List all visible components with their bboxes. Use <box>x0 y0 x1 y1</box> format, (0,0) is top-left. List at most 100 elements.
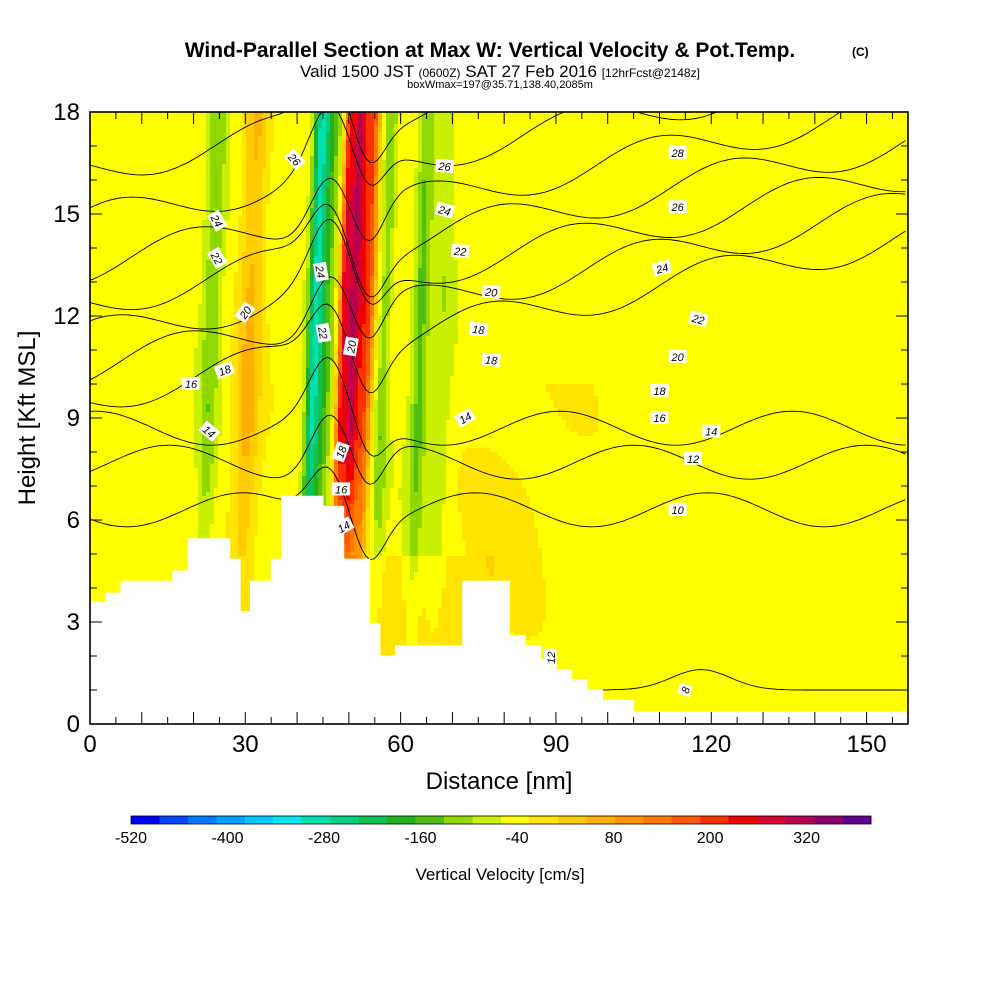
velocity-cell <box>194 172 199 177</box>
velocity-cell <box>178 168 183 173</box>
velocity-cell <box>302 192 307 197</box>
velocity-cell <box>606 140 611 145</box>
velocity-cell <box>586 164 591 169</box>
velocity-cell <box>158 208 163 213</box>
velocity-cell <box>210 132 215 137</box>
velocity-cell <box>454 120 459 125</box>
velocity-cell <box>254 156 259 161</box>
velocity-cell <box>782 132 787 137</box>
velocity-cell <box>110 172 115 177</box>
velocity-cell <box>142 116 147 121</box>
velocity-cell <box>734 132 739 137</box>
velocity-cell <box>294 204 299 209</box>
velocity-cell <box>806 148 811 153</box>
velocity-cell <box>750 196 755 201</box>
velocity-cell <box>658 180 663 185</box>
velocity-cell <box>642 116 647 121</box>
velocity-cell <box>830 152 835 157</box>
velocity-cell <box>558 160 563 165</box>
velocity-cell <box>630 184 635 189</box>
velocity-cell <box>626 132 631 137</box>
velocity-cell <box>138 140 143 145</box>
velocity-cell <box>246 172 251 177</box>
velocity-cell <box>322 188 327 193</box>
velocity-cell <box>686 128 691 133</box>
velocity-cell <box>710 156 715 161</box>
velocity-cell <box>586 120 591 125</box>
velocity-cell <box>818 180 823 185</box>
velocity-cell <box>250 168 255 173</box>
velocity-cell <box>798 116 803 121</box>
velocity-cell <box>406 172 411 177</box>
velocity-cell <box>194 144 199 149</box>
velocity-cell <box>174 144 179 149</box>
velocity-cell <box>646 124 651 129</box>
velocity-cell <box>890 196 895 201</box>
velocity-cell <box>210 200 215 205</box>
velocity-cell <box>470 116 475 121</box>
velocity-cell <box>850 188 855 193</box>
velocity-cell <box>198 188 203 193</box>
velocity-cell <box>830 136 835 141</box>
velocity-cell <box>550 172 555 177</box>
velocity-cell <box>846 116 851 121</box>
velocity-cell <box>786 156 791 161</box>
velocity-cell <box>838 188 843 193</box>
velocity-cell <box>546 124 551 129</box>
velocity-cell <box>422 168 427 173</box>
velocity-cell <box>666 196 671 201</box>
velocity-cell <box>158 128 163 133</box>
velocity-cell <box>530 172 535 177</box>
velocity-cell <box>778 192 783 197</box>
velocity-cell <box>254 172 259 177</box>
velocity-cell <box>590 124 595 129</box>
velocity-cell <box>750 140 755 145</box>
velocity-cell <box>534 152 539 157</box>
velocity-cell <box>138 136 143 141</box>
velocity-cell <box>794 120 799 125</box>
velocity-cell <box>522 120 527 125</box>
velocity-cell <box>366 192 371 197</box>
velocity-cell <box>654 168 659 173</box>
velocity-cell <box>390 180 395 185</box>
velocity-cell <box>302 184 307 189</box>
velocity-cell <box>742 124 747 129</box>
velocity-cell <box>106 116 111 121</box>
velocity-cell <box>406 204 411 209</box>
velocity-cell <box>566 152 571 157</box>
velocity-cell <box>138 184 143 189</box>
velocity-cell <box>166 124 171 129</box>
velocity-cell <box>794 140 799 145</box>
velocity-cell <box>442 196 447 201</box>
velocity-cell <box>286 144 291 149</box>
velocity-cell <box>830 164 835 169</box>
velocity-cell <box>546 132 551 137</box>
velocity-cell <box>374 168 379 173</box>
velocity-cell <box>402 140 407 145</box>
velocity-cell <box>478 168 483 173</box>
velocity-cell <box>774 168 779 173</box>
velocity-cell <box>638 160 643 165</box>
velocity-cell <box>446 136 451 141</box>
velocity-cell <box>302 120 307 125</box>
velocity-cell <box>782 124 787 129</box>
velocity-cell <box>178 116 183 121</box>
velocity-cell <box>750 124 755 129</box>
velocity-cell <box>522 156 527 161</box>
velocity-cell <box>734 140 739 145</box>
velocity-cell <box>602 132 607 137</box>
velocity-cell <box>378 120 383 125</box>
velocity-cell <box>250 144 255 149</box>
velocity-cell <box>310 120 315 125</box>
velocity-cell <box>778 200 783 205</box>
velocity-cell <box>566 184 571 189</box>
velocity-cell <box>506 152 511 157</box>
velocity-cell <box>170 180 175 185</box>
velocity-cell <box>762 168 767 173</box>
velocity-cell <box>486 168 491 173</box>
velocity-cell <box>646 164 651 169</box>
velocity-cell <box>406 168 411 173</box>
velocity-cell <box>866 124 871 129</box>
velocity-cell <box>562 196 567 201</box>
velocity-cell <box>110 132 115 137</box>
